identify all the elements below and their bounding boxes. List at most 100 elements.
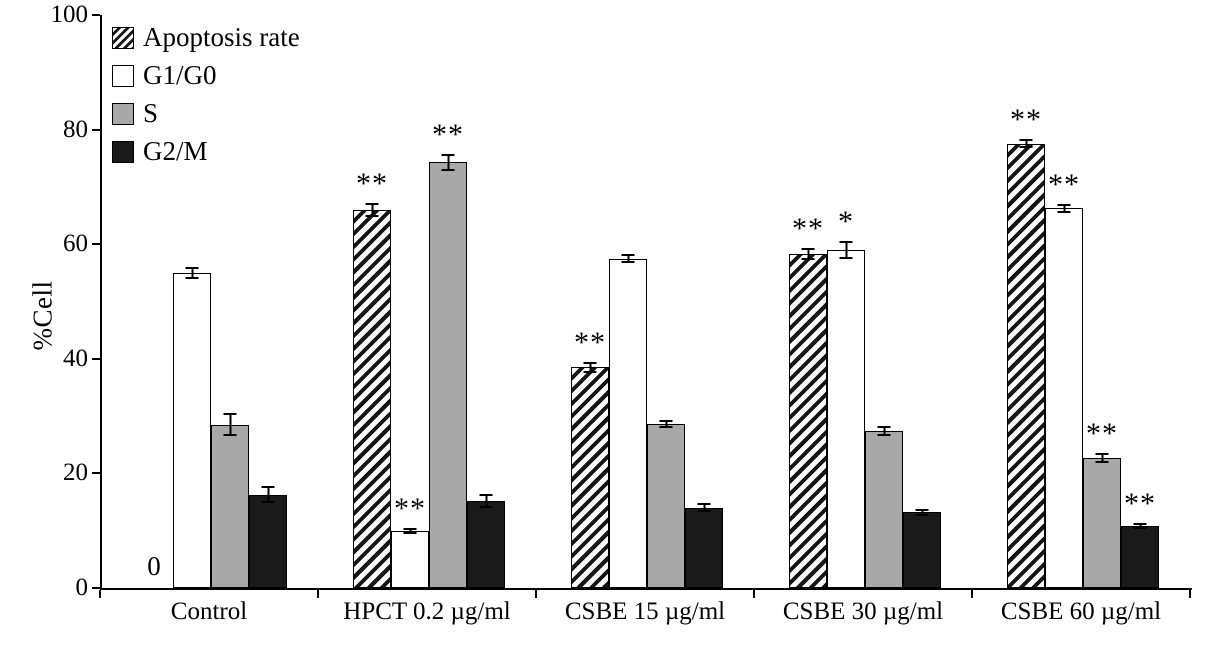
bar-white xyxy=(1045,208,1083,588)
x-axis-labels: Control HPCT 0.2 µg/ml CSBE 15 µg/ml CSBE 3… xyxy=(100,598,1190,626)
x-tick-mark xyxy=(317,590,319,598)
error-bar xyxy=(1019,139,1033,149)
significance-marker: ** xyxy=(1124,487,1156,521)
error-bar xyxy=(621,253,635,264)
error-bar-stem xyxy=(845,241,847,259)
error-bar-stem xyxy=(447,153,449,171)
y-tick-mark xyxy=(92,472,100,475)
error-bar-cap xyxy=(185,276,199,279)
y-tick-label: 40 xyxy=(63,344,88,372)
legend-label: G1/G0 xyxy=(143,60,217,90)
legend-label: G2/M xyxy=(143,136,208,166)
bar-gray xyxy=(211,424,249,588)
legend-swatch-gray-icon xyxy=(112,102,134,125)
y-axis-title: %Cell xyxy=(27,280,58,351)
bar-group-5: ** ** ** ** xyxy=(974,15,1192,588)
category-label: Control xyxy=(170,598,248,625)
significance-marker: ** xyxy=(1086,417,1118,451)
bar-hatched xyxy=(789,253,827,588)
error-bar xyxy=(659,420,673,429)
bar-gray xyxy=(429,162,467,588)
bar-slot-g2-m: ** xyxy=(1121,15,1159,588)
bar-slot-s xyxy=(211,15,249,588)
error-bar xyxy=(877,426,891,436)
error-bar-stem xyxy=(1063,203,1065,213)
significance-marker: ** xyxy=(1048,167,1080,201)
error-bar-stem xyxy=(1139,523,1141,529)
bar-slot-s xyxy=(647,15,685,588)
error-bar-cap xyxy=(1095,460,1109,463)
bar-slot-g2-m xyxy=(685,15,723,588)
zero-value-label: 0 xyxy=(147,551,161,581)
significance-marker: ** xyxy=(574,325,606,359)
legend-label: S xyxy=(143,98,159,128)
error-bar xyxy=(185,267,199,279)
error-bar-stem xyxy=(371,202,373,217)
bar-white xyxy=(391,530,429,588)
x-tick-mark xyxy=(535,590,537,598)
legend-swatch-black-icon xyxy=(112,140,134,163)
bar-black xyxy=(1121,526,1159,588)
legend-item-hatched: Apoptosis rate xyxy=(112,24,300,51)
error-bar-stem xyxy=(1025,139,1027,149)
error-bar-stem xyxy=(409,527,411,534)
bar-slot-apoptosis-rate: ** xyxy=(1007,15,1045,588)
category-label: CSBE 15 µg/ml xyxy=(564,598,726,625)
y-tick-label: 60 xyxy=(63,230,88,258)
error-bar-stem xyxy=(1101,453,1103,463)
error-bar xyxy=(583,361,597,374)
error-bar-stem xyxy=(589,361,591,374)
error-bar-cap xyxy=(1019,146,1033,149)
error-bar-cap xyxy=(801,257,815,260)
error-bar-cap xyxy=(697,510,711,513)
error-bar xyxy=(365,202,379,217)
bar-slot-g2-m xyxy=(467,15,505,588)
error-bar-stem xyxy=(807,248,809,260)
significance-marker: ** xyxy=(394,491,426,525)
error-bar xyxy=(1133,523,1147,529)
bar-black xyxy=(249,494,287,588)
bar-black xyxy=(685,507,723,588)
legend-item-black: G2/M xyxy=(112,138,300,165)
error-bar-stem xyxy=(191,267,193,279)
bar-black xyxy=(467,500,505,588)
bar-white xyxy=(173,272,211,588)
bar-slot-apoptosis-rate: ** xyxy=(789,15,827,588)
significance-marker: ** xyxy=(792,212,824,246)
bar-slot-s xyxy=(865,15,903,588)
bar-slot-s: ** xyxy=(429,15,467,588)
y-tick-label: 80 xyxy=(63,115,88,143)
significance-marker: ** xyxy=(432,117,464,151)
error-bar xyxy=(1057,203,1071,213)
legend-item-gray: S xyxy=(112,100,300,127)
bar-slot-apoptosis-rate: ** xyxy=(571,15,609,588)
error-bar xyxy=(479,494,493,508)
error-bar-cap xyxy=(223,434,237,437)
bar-gray xyxy=(1083,457,1121,588)
error-bar xyxy=(261,486,275,504)
bar-slot-g1-g0 xyxy=(173,15,211,588)
error-bar-stem xyxy=(229,413,231,437)
bar-black xyxy=(903,512,941,588)
x-tick-mark xyxy=(971,590,973,598)
error-bar-stem xyxy=(627,253,629,264)
bar-white xyxy=(609,258,647,588)
legend-swatch-white-icon xyxy=(112,64,134,87)
bar-slot-g1-g0: ** xyxy=(391,15,429,588)
bar-slot-g2-m xyxy=(249,15,287,588)
error-bar-stem xyxy=(883,426,885,436)
x-tick-mark xyxy=(753,590,755,598)
legend-label: Apoptosis rate xyxy=(143,22,300,52)
bar-hatched xyxy=(353,209,391,588)
bar-group-1: 0 xyxy=(102,15,320,588)
significance-marker: * xyxy=(838,205,854,239)
y-tick-mark xyxy=(92,14,100,16)
plot-area: 0 ** ** ** ** ** * ** ** ** ** xyxy=(100,15,1192,590)
legend-swatch-hatched-icon xyxy=(112,26,134,49)
error-bar-cap xyxy=(1057,210,1071,213)
bar-slot-s: ** xyxy=(1083,15,1121,588)
x-tick-mark xyxy=(1189,590,1191,598)
x-tick-mark xyxy=(99,590,101,598)
category-label: CSBE 60 µg/ml xyxy=(1000,598,1162,625)
error-bar-cap xyxy=(1133,526,1147,529)
